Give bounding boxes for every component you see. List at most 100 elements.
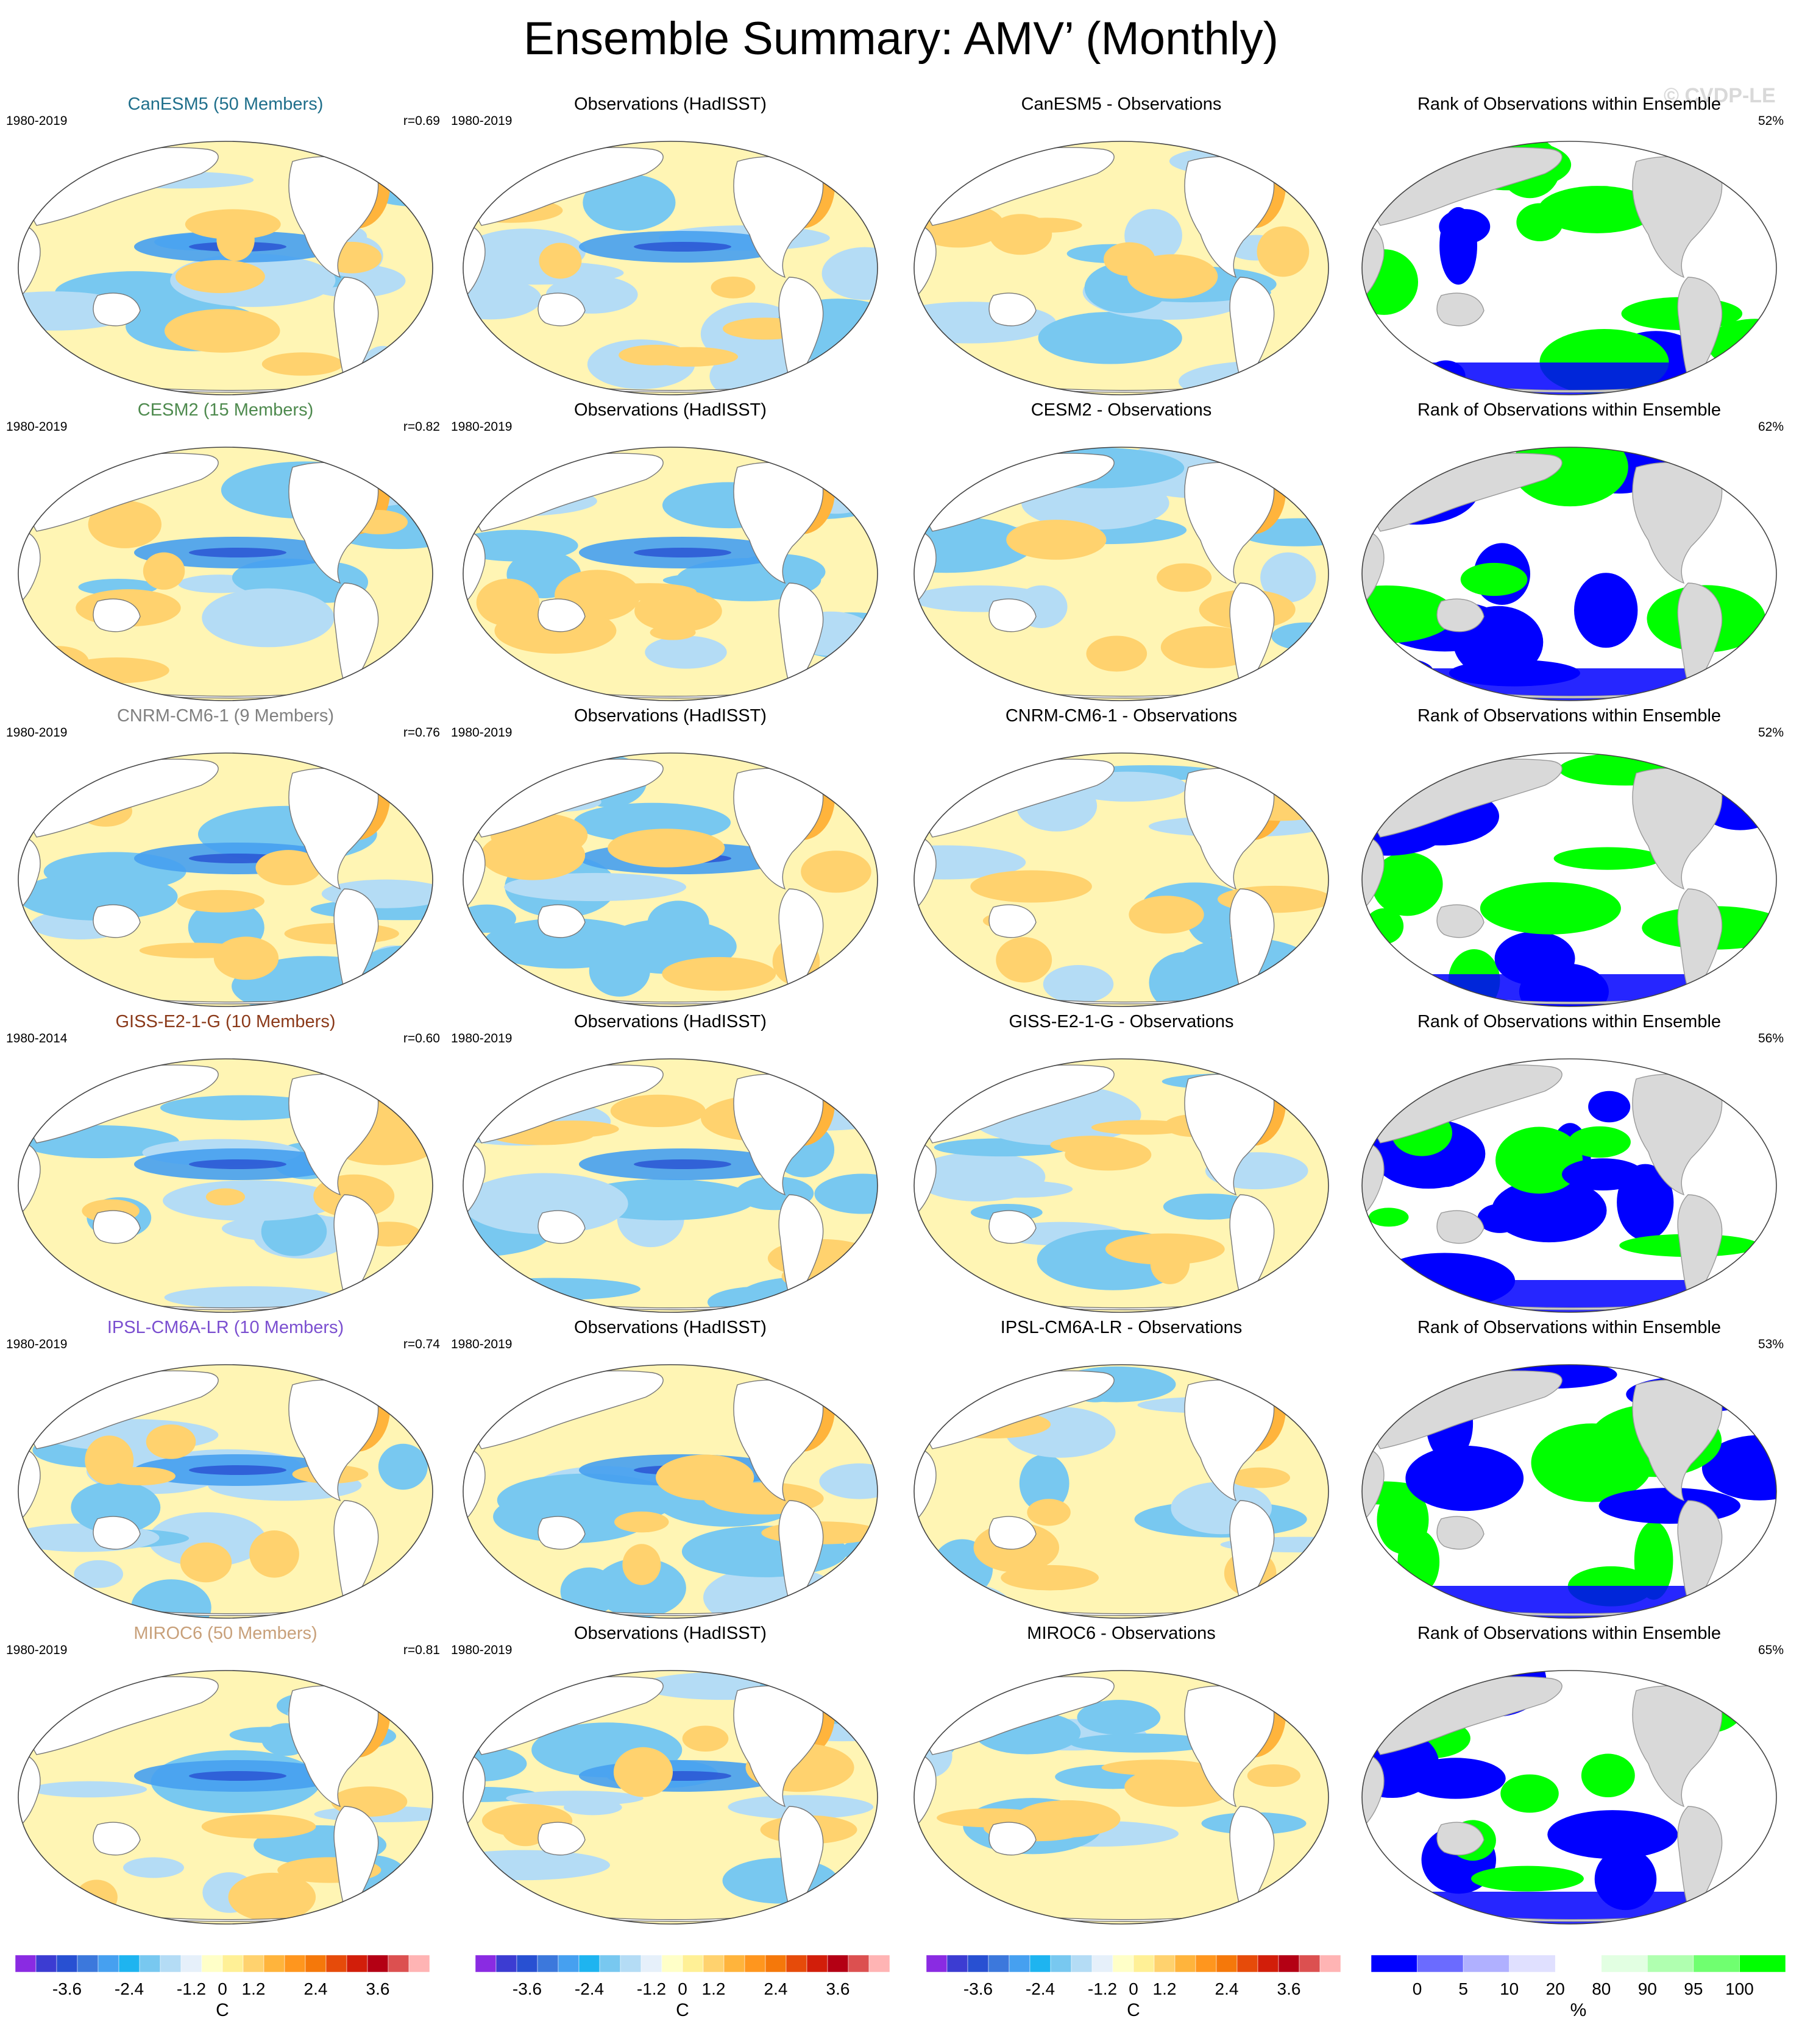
panel-title: IPSL-CM6A-LR (10 Members)	[107, 1318, 344, 1337]
cool-anomaly-region	[1271, 622, 1328, 651]
sst-anomaly-map	[913, 1058, 1329, 1313]
rank-percent-label: 65%	[1758, 1643, 1784, 1657]
sst-anomaly-map	[463, 1364, 878, 1619]
map-border	[1361, 1058, 1777, 1313]
warm-anomaly-region	[185, 209, 281, 239]
map-panel-diff: CESM2 - Observations	[902, 400, 1341, 706]
panel-title: Rank of Observations within Ensemble	[1417, 400, 1722, 420]
colorbar-swatch	[35, 1954, 57, 1973]
colorbar-swatch	[56, 1954, 78, 1973]
rank-low-region	[1574, 573, 1638, 648]
sst-anomaly-map	[463, 141, 878, 395]
rank-percent-label: 56%	[1758, 1031, 1784, 1045]
map-panel-model: CanESM5 (50 Members) 1980-2019 r=0.69	[6, 94, 445, 400]
rank-colorbar: 0 5 10 20 80 90 95 100%	[1371, 1953, 1798, 2044]
rank-percent-label: 52%	[1758, 114, 1784, 128]
cool-anomaly-region	[634, 242, 731, 252]
period-label: 1980-2019	[451, 726, 513, 740]
land-shape	[988, 904, 1037, 938]
colorbar-swatch	[1417, 1954, 1464, 1973]
colorbar-tick-label: 5	[1458, 1979, 1468, 1998]
land-shape	[1436, 1516, 1485, 1550]
colorbar-swatch	[868, 1954, 890, 1973]
warm-anomaly-region	[1006, 520, 1107, 560]
warm-anomaly-region	[1050, 1136, 1134, 1155]
colorbar-tick-label: 10	[1500, 1979, 1519, 1998]
warm-anomaly-region	[989, 214, 1052, 255]
panel-title: MIROC6 (50 Members)	[133, 1624, 317, 1643]
colorbar-swatch	[1463, 1954, 1509, 1973]
land-shape	[1715, 760, 1750, 785]
colorbar-swatch	[325, 1954, 347, 1973]
rank-high-region	[1362, 585, 1455, 643]
cool-anomaly-region	[707, 1286, 814, 1312]
map-border	[1361, 752, 1777, 1007]
panel-title: CESM2 - Observations	[1030, 400, 1212, 420]
map-panel-rank: Rank of Observations within Ensemble 65%	[1350, 1624, 1789, 1929]
land-shape	[1267, 760, 1302, 785]
map-border	[913, 447, 1329, 701]
rank-high-region	[1581, 1753, 1635, 1798]
colorbar-swatch	[926, 1954, 948, 1973]
warm-anomaly-region	[656, 1454, 754, 1501]
cool-anomaly-region	[463, 974, 542, 991]
land-shape	[1267, 148, 1302, 174]
rank-map	[1361, 141, 1777, 395]
land-shape	[1715, 1066, 1750, 1091]
land-shape	[537, 598, 586, 632]
colorbar-tick-label: -2.4	[114, 1979, 144, 1998]
map-border	[18, 1058, 433, 1313]
map-panel-model: GISS-E2-1-G (10 Members) 1980-2014 r=0.60	[6, 1012, 445, 1318]
cool-anomaly-region	[378, 1443, 428, 1490]
sst-anomaly-map	[463, 752, 878, 1007]
colorbar-tick-label: 1.2	[701, 1979, 726, 1998]
map-panel-rank: Rank of Observations within Ensemble 52%	[1350, 706, 1789, 1012]
rank-high-region	[1460, 562, 1528, 596]
land-shape	[537, 292, 586, 327]
warm-anomaly-region	[1247, 1764, 1300, 1788]
colorbar-swatch	[118, 1954, 140, 1973]
map-panel-rank: Rank of Observations within Ensemble 56%	[1350, 1012, 1789, 1318]
rank-low-region	[1588, 1091, 1631, 1123]
land-shape	[816, 454, 851, 479]
colorbar-swatch	[15, 1954, 37, 1973]
map-panel-rank: Rank of Observations within Ensemble 52%	[1350, 94, 1789, 400]
colorbar-swatch	[1647, 1954, 1694, 1973]
map-panel-model: IPSL-CM6A-LR (10 Members) 1980-2019 r=0.74	[6, 1318, 445, 1624]
colorbar-swatch	[475, 1954, 497, 1973]
cool-anomaly-region	[463, 904, 516, 933]
cool-anomaly-region	[30, 1781, 147, 1798]
warm-anomaly-region	[201, 1814, 316, 1839]
colorbar-unit: C	[676, 2000, 689, 2020]
colorbar-swatch	[1319, 1954, 1341, 1973]
map-panel-diff: CanESM5 - Observations	[902, 94, 1341, 400]
land-shape	[816, 760, 851, 785]
colorbar-swatch	[1195, 1954, 1217, 1973]
map-border	[18, 447, 433, 701]
map-border	[18, 1364, 433, 1619]
sst-anomaly-map	[463, 447, 878, 701]
rank-low-region	[1405, 1445, 1524, 1512]
period-label: 1980-2014	[6, 1031, 68, 1045]
map-border	[913, 1364, 1329, 1619]
colorbar-swatch	[1236, 1954, 1258, 1973]
warm-anomaly-region	[175, 260, 265, 294]
cool-anomaly-region	[189, 1771, 286, 1781]
rank-low-region	[1362, 1365, 1424, 1397]
colorbar-tick-label: -2.4	[574, 1979, 605, 1998]
colorbar-swatch	[1257, 1954, 1279, 1973]
colorbar-tick-label: 1.2	[241, 1979, 266, 1998]
panel-title: Observations (HadISST)	[574, 1318, 767, 1337]
land-shape	[988, 1210, 1037, 1244]
cool-anomaly-region	[583, 174, 676, 231]
colorbar-swatch	[1509, 1954, 1556, 1973]
land-shape	[371, 148, 406, 174]
colorbar-swatch	[1050, 1954, 1072, 1973]
rank-high-region	[1369, 1208, 1409, 1227]
correlation-label: r=0.81	[403, 1643, 440, 1657]
colorbar-swatch	[599, 1954, 621, 1973]
colorbar-swatch	[367, 1954, 389, 1973]
cool-anomaly-region	[123, 1857, 184, 1878]
land-shape	[371, 454, 406, 479]
colorbar-swatch	[1601, 1954, 1648, 1973]
